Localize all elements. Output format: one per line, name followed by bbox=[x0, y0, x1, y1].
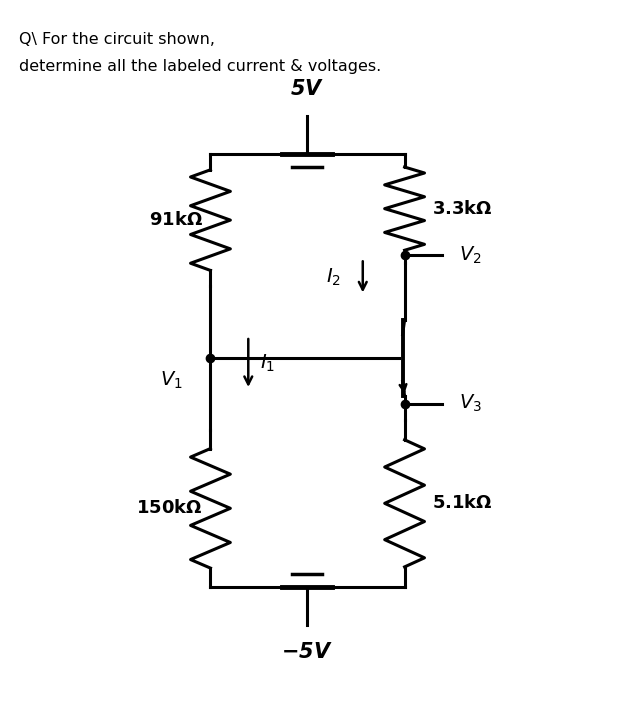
Text: $\mathbf{91k\Omega}$: $\mathbf{91k\Omega}$ bbox=[149, 211, 202, 229]
Text: $\mathbf{150k\Omega}$: $\mathbf{150k\Omega}$ bbox=[136, 499, 202, 518]
Text: $V_1$: $V_1$ bbox=[160, 369, 183, 391]
Text: $\mathbf{3.3k\Omega}$: $\mathbf{3.3k\Omega}$ bbox=[432, 200, 493, 217]
Text: determine all the labeled current & voltages.: determine all the labeled current & volt… bbox=[19, 59, 381, 74]
Text: $V_2$: $V_2$ bbox=[459, 245, 482, 266]
Text: $\bfit{5V}$: $\bfit{5V}$ bbox=[290, 79, 324, 99]
Text: Q\ For the circuit shown,: Q\ For the circuit shown, bbox=[19, 33, 216, 48]
Text: $\bfit{-5V}$: $\bfit{-5V}$ bbox=[281, 642, 333, 662]
Text: $I_2$: $I_2$ bbox=[326, 266, 341, 287]
Text: $I_1$: $I_1$ bbox=[260, 352, 275, 374]
Text: $\mathbf{5.1k\Omega}$: $\mathbf{5.1k\Omega}$ bbox=[432, 494, 493, 513]
Text: $V_3$: $V_3$ bbox=[459, 393, 482, 414]
